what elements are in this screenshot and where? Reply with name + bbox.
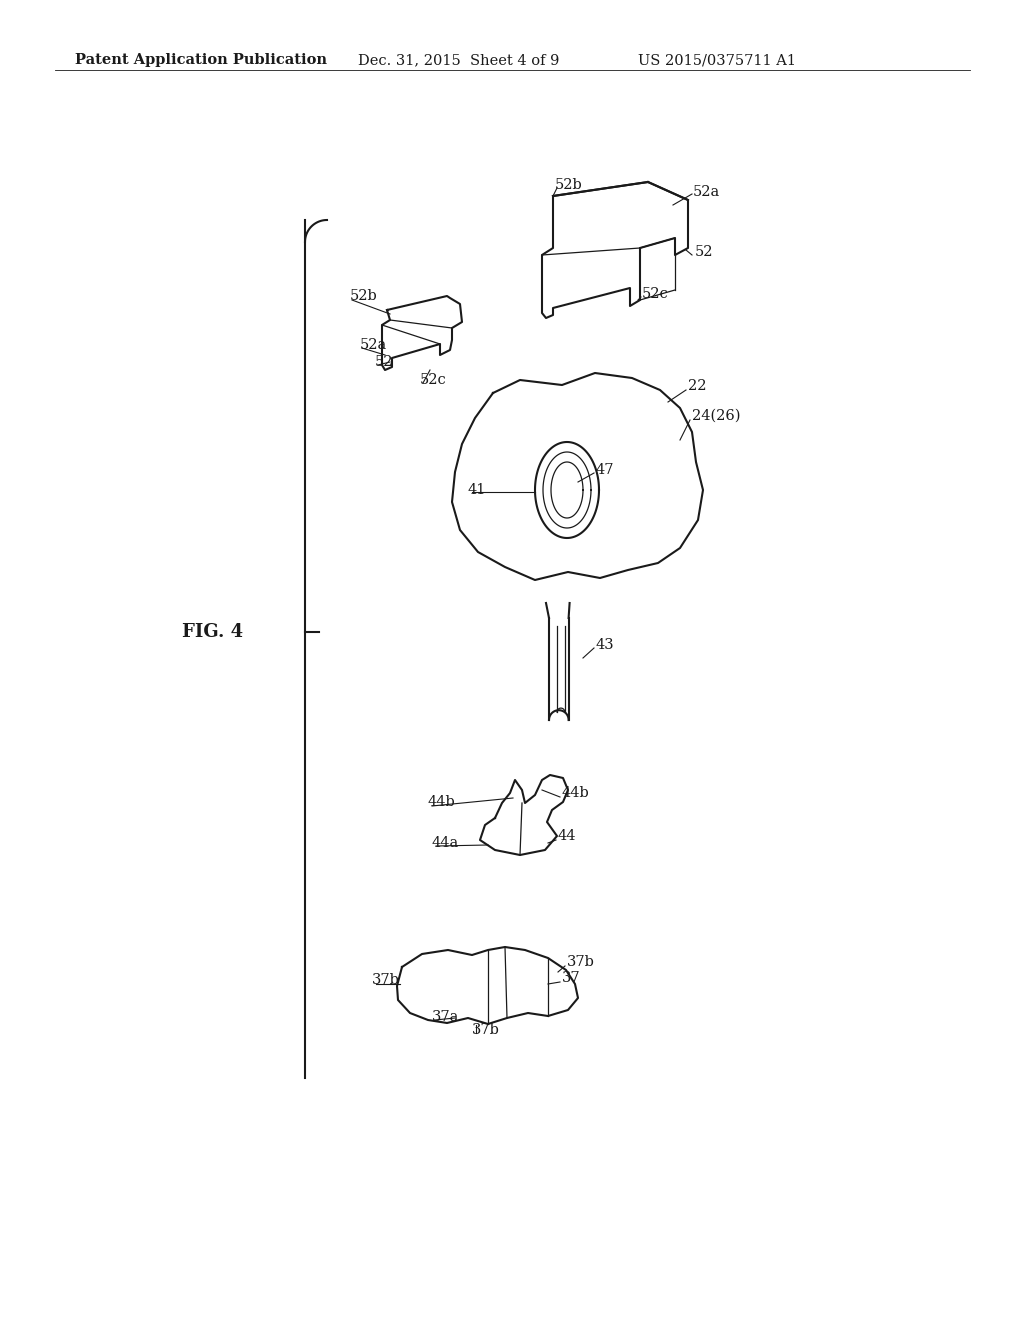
Text: 44a: 44a bbox=[432, 836, 459, 850]
Text: 24(26): 24(26) bbox=[692, 409, 740, 422]
Text: 52c: 52c bbox=[642, 286, 669, 301]
Text: 52: 52 bbox=[375, 355, 393, 370]
Text: 37b: 37b bbox=[372, 973, 400, 987]
Text: 37b: 37b bbox=[472, 1023, 500, 1038]
Text: 52a: 52a bbox=[360, 338, 387, 352]
Text: 52c: 52c bbox=[420, 374, 446, 387]
Text: 52: 52 bbox=[695, 246, 714, 259]
Text: 44: 44 bbox=[558, 829, 577, 843]
Text: 43: 43 bbox=[596, 638, 614, 652]
Text: US 2015/0375711 A1: US 2015/0375711 A1 bbox=[638, 53, 796, 67]
Text: 37b: 37b bbox=[567, 954, 595, 969]
Text: 41: 41 bbox=[468, 483, 486, 498]
Text: 52a: 52a bbox=[693, 185, 720, 199]
Text: FIG. 4: FIG. 4 bbox=[182, 623, 243, 642]
Text: Dec. 31, 2015  Sheet 4 of 9: Dec. 31, 2015 Sheet 4 of 9 bbox=[358, 53, 559, 67]
Text: 52b: 52b bbox=[350, 289, 378, 304]
Text: 47: 47 bbox=[596, 463, 614, 477]
Text: 37: 37 bbox=[562, 972, 581, 985]
Text: 44b: 44b bbox=[428, 795, 456, 809]
Text: 22: 22 bbox=[688, 379, 707, 393]
Text: 44b: 44b bbox=[562, 785, 590, 800]
Text: Patent Application Publication: Patent Application Publication bbox=[75, 53, 327, 67]
Text: 37a: 37a bbox=[432, 1010, 460, 1024]
Text: 52b: 52b bbox=[555, 178, 583, 191]
